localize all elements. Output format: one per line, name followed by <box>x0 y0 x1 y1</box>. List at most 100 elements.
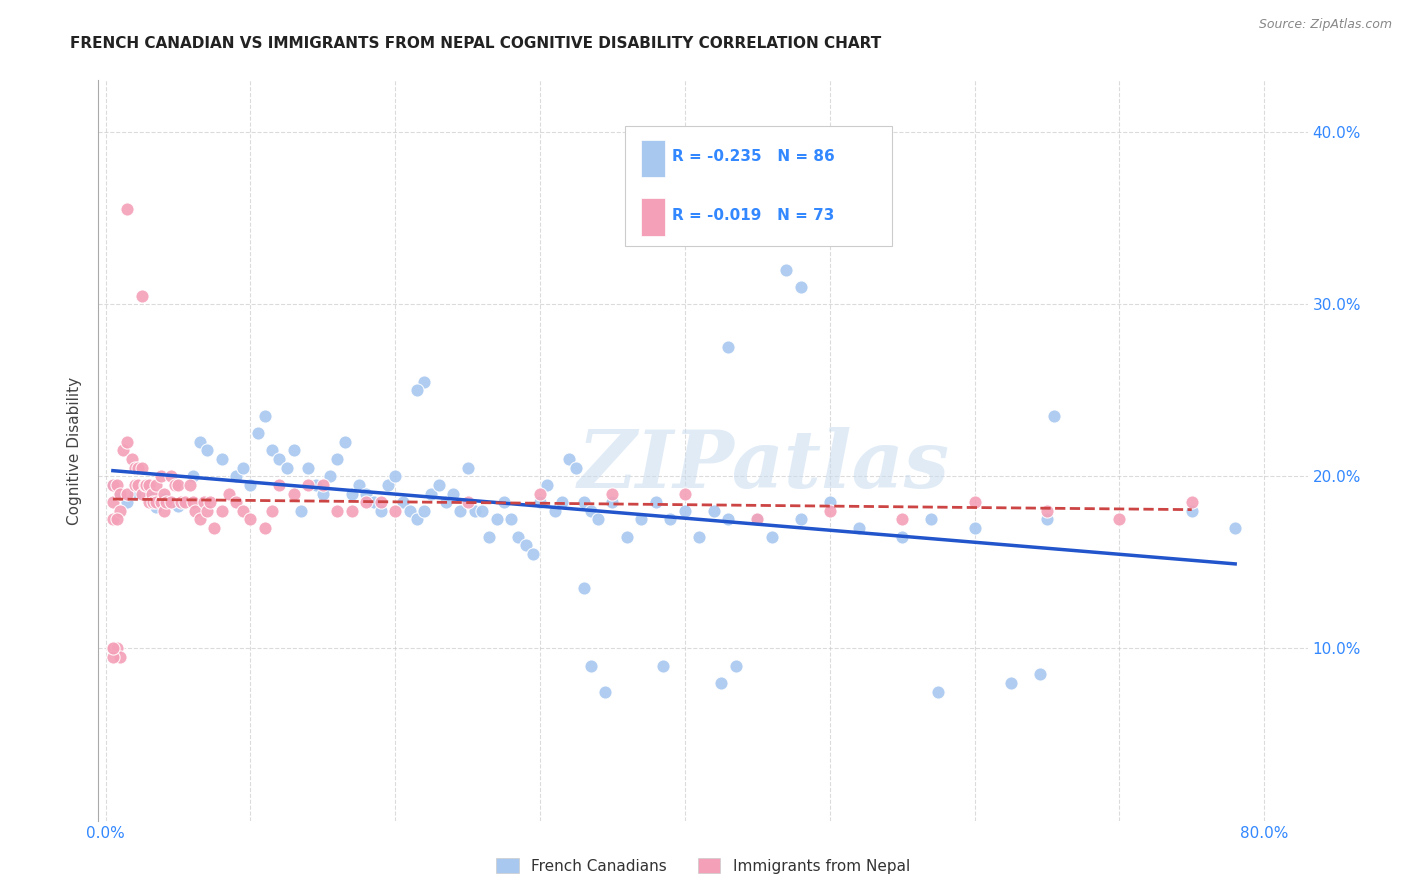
Point <box>363 495 385 509</box>
Point <box>159 495 181 509</box>
Legend: French Canadians, Immigrants from Nepal: French Canadians, Immigrants from Nepal <box>489 852 917 880</box>
Point <box>117 434 139 449</box>
Point <box>413 504 436 518</box>
Point <box>717 340 740 354</box>
Point <box>384 504 406 518</box>
Point <box>141 486 163 500</box>
Point <box>818 495 841 509</box>
Point <box>138 478 160 492</box>
Point <box>101 641 124 656</box>
Point <box>565 460 588 475</box>
Point <box>131 486 153 500</box>
Point <box>165 478 187 492</box>
Point <box>152 504 174 518</box>
Point <box>283 486 305 500</box>
Point <box>108 650 131 665</box>
Point <box>170 495 193 509</box>
Point <box>1181 495 1204 509</box>
Point <box>108 486 131 500</box>
Point <box>449 504 471 518</box>
Point <box>198 495 221 509</box>
Point <box>253 521 276 535</box>
Point <box>297 460 319 475</box>
Point <box>485 512 508 526</box>
Point <box>775 262 797 277</box>
Point <box>551 495 574 509</box>
Point <box>138 495 160 509</box>
Point <box>471 504 494 518</box>
Point <box>761 530 783 544</box>
Point <box>391 495 413 509</box>
Point <box>124 486 146 500</box>
Point <box>262 443 284 458</box>
Point <box>262 504 284 518</box>
Text: R = -0.019   N = 73: R = -0.019 N = 73 <box>672 208 834 223</box>
Point <box>304 478 326 492</box>
Point <box>891 530 914 544</box>
Text: FRENCH CANADIAN VS IMMIGRANTS FROM NEPAL COGNITIVE DISABILITY CORRELATION CHART: FRENCH CANADIAN VS IMMIGRANTS FROM NEPAL… <box>70 36 882 51</box>
Point <box>159 469 181 483</box>
Point <box>202 521 225 535</box>
Point <box>101 495 124 509</box>
Point <box>377 478 399 492</box>
Point <box>790 280 813 294</box>
Point <box>848 521 870 535</box>
Point <box>124 478 146 492</box>
Point <box>572 495 595 509</box>
Point <box>558 452 581 467</box>
Point <box>326 452 349 467</box>
Point <box>543 504 565 518</box>
Point <box>184 504 207 518</box>
Point <box>232 504 254 518</box>
Point <box>117 486 139 500</box>
Point <box>673 504 696 518</box>
Point <box>1043 409 1066 423</box>
Point <box>181 495 204 509</box>
Point <box>927 684 949 698</box>
Point <box>101 478 124 492</box>
Point <box>326 504 349 518</box>
Point <box>195 504 218 518</box>
Point <box>602 486 624 500</box>
Point <box>179 478 201 492</box>
Point <box>356 486 378 500</box>
Point <box>508 530 530 544</box>
Point <box>239 478 262 492</box>
Point <box>688 530 710 544</box>
Point <box>572 581 595 595</box>
Point <box>134 478 156 492</box>
Point <box>356 495 378 509</box>
Point <box>478 530 501 544</box>
Point <box>131 460 153 475</box>
Y-axis label: Cognitive Disability: Cognitive Disability <box>67 376 83 524</box>
Point <box>333 434 356 449</box>
Point <box>269 478 291 492</box>
Point <box>152 491 174 506</box>
Point <box>673 486 696 500</box>
Point <box>427 478 450 492</box>
Point <box>406 383 429 397</box>
Point <box>1036 512 1059 526</box>
Point <box>188 434 211 449</box>
Point <box>340 486 363 500</box>
Point <box>616 530 638 544</box>
Point <box>347 478 370 492</box>
Point <box>117 495 139 509</box>
Point <box>579 658 602 673</box>
Point <box>193 495 215 509</box>
Point <box>340 504 363 518</box>
Point <box>319 469 342 483</box>
Point <box>522 547 544 561</box>
Point <box>312 478 335 492</box>
Point <box>630 512 652 526</box>
Point <box>138 490 160 504</box>
Point <box>747 512 769 526</box>
Point <box>790 512 813 526</box>
Point <box>963 495 986 509</box>
Point <box>167 478 190 492</box>
Point <box>1028 667 1050 681</box>
Point <box>652 658 675 673</box>
Point <box>167 499 190 513</box>
Point <box>645 495 668 509</box>
Point <box>312 486 335 500</box>
